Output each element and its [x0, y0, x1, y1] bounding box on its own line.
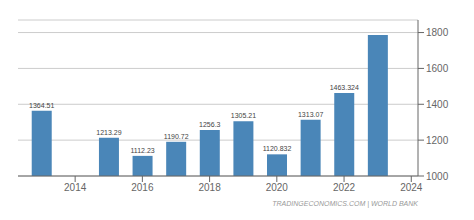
svg-text:1364.51: 1364.51: [29, 102, 54, 109]
svg-text:1200: 1200: [426, 135, 449, 146]
svg-text:1213.29: 1213.29: [96, 129, 121, 136]
svg-text:2024: 2024: [400, 182, 423, 193]
svg-text:1305.21: 1305.21: [231, 112, 256, 119]
svg-text:1313.07: 1313.07: [298, 111, 323, 118]
html-text:TRADINGECONOMICS.COM | WORLD B: TRADINGECONOMICS.COM | WORLD BANK: [272, 200, 418, 207]
svg-text:1190.72: 1190.72: [164, 133, 189, 140]
svg-text:1800: 1800: [426, 27, 449, 38]
svg-text:2018: 2018: [198, 182, 221, 193]
svg-text:1400: 1400: [426, 99, 449, 110]
svg-text:1463.324: 1463.324: [330, 84, 359, 91]
svg-text:2022: 2022: [333, 182, 356, 193]
svg-text:2014: 2014: [64, 182, 87, 193]
svg-text:1600: 1600: [426, 63, 449, 74]
svg-text:2020: 2020: [266, 182, 289, 193]
svg-text:1112.23: 1112.23: [130, 147, 154, 154]
svg-text:1120.832: 1120.832: [263, 145, 292, 152]
svg-text:1000: 1000: [426, 171, 449, 182]
svg-text:2016: 2016: [131, 182, 154, 193]
svg-text:1256.3: 1256.3: [199, 121, 221, 128]
